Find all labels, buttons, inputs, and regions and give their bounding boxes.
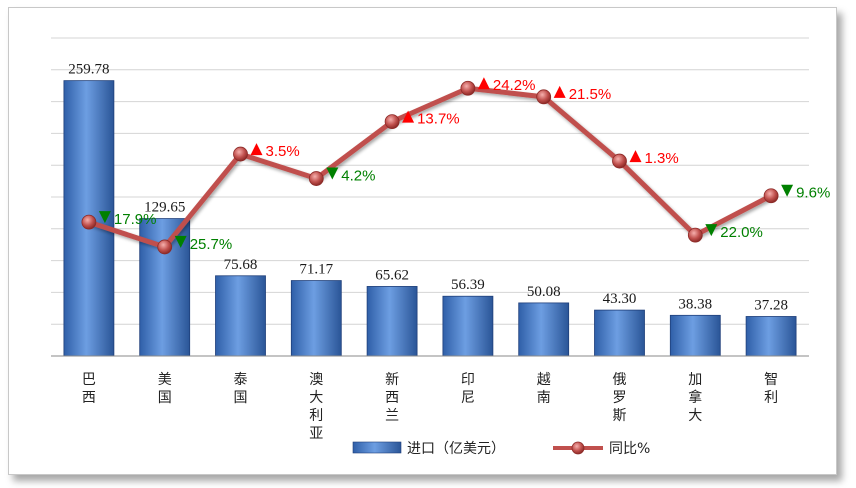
bar-value-label: 38.38: [678, 296, 712, 312]
line-marker: [81, 214, 97, 230]
yoy-value-label: 21.5%: [569, 86, 612, 103]
line-series: [81, 80, 779, 255]
category-label: 加拿大: [688, 372, 702, 424]
up-arrow-icon: [553, 85, 566, 98]
legend-line-label: 同比%: [609, 441, 650, 457]
up-arrow-icon: [250, 143, 263, 156]
combo-chart: 259.78 129.65 75.68 71.17 65.62 56.39 50.08 43.…: [51, 37, 830, 457]
line-marker: [384, 114, 400, 130]
bar-value-label: 65.62: [375, 267, 409, 283]
bar-value-label: 37.28: [754, 297, 788, 313]
yoy-value-label: 9.6%: [796, 185, 830, 202]
yoy-value-label: 4.2%: [341, 168, 375, 185]
yoy-value-label: 22.0%: [720, 224, 763, 241]
legend-line-marker: [571, 441, 585, 455]
line-value-labels: 17.9% 25.7% 3.5% 4.2% 13.7% 24.2% 21.5% 1.3% 22.…: [98, 77, 830, 253]
yoy-value-label: 24.2%: [493, 77, 536, 94]
yoy-value-label: 25.7%: [190, 236, 233, 253]
bar: [745, 316, 797, 357]
category-label: 俄罗斯: [613, 372, 627, 424]
line-marker: [687, 227, 703, 243]
category-label: 智利: [764, 372, 778, 406]
bar: [366, 286, 418, 357]
legend: 进口（亿美元） 同比%: [352, 441, 650, 457]
bar: [518, 302, 570, 357]
line-marker: [460, 80, 476, 96]
bar-value-label: 71.17: [299, 262, 333, 278]
up-arrow-icon: [477, 77, 490, 90]
category-label: 新西兰: [385, 372, 399, 424]
bar: [442, 295, 494, 357]
bar-value-label: 43.30: [603, 291, 637, 307]
yoy-line: [88, 85, 773, 250]
legend-bar-label: 进口（亿美元）: [407, 441, 505, 457]
up-arrow-icon: [402, 110, 415, 123]
legend-bar-swatch: [352, 441, 402, 454]
bar-value-label: 129.65: [144, 200, 185, 216]
category-label: 泰国: [234, 372, 248, 406]
line-marker: [763, 188, 779, 204]
down-arrow-icon: [326, 167, 339, 180]
category-label: 美国: [158, 372, 172, 406]
bar-value-label: 259.78: [68, 62, 109, 78]
bar-value-label: 50.08: [527, 284, 561, 300]
yoy-value-label: 13.7%: [417, 111, 460, 128]
bar: [290, 280, 342, 357]
bar: [669, 314, 721, 357]
bar-value-labels: 259.78 129.65 75.68 71.17 65.62 56.39 50.08 43.…: [68, 62, 788, 314]
down-arrow-icon: [781, 184, 794, 197]
yoy-value-label: 3.5%: [266, 143, 300, 160]
bar-value-label: 56.39: [451, 277, 485, 293]
chart-frame: 259.78 129.65 75.68 71.17 65.62 56.39 50.08 43.…: [8, 7, 837, 475]
line-marker: [612, 153, 627, 169]
down-arrow-icon: [98, 211, 111, 224]
category-label: 越南: [537, 372, 551, 406]
line-marker: [157, 239, 173, 255]
bar-value-label: 75.68: [224, 257, 258, 273]
line-marker: [308, 171, 324, 186]
line-marker: [233, 146, 248, 162]
down-arrow-icon: [174, 235, 187, 248]
yoy-value-label: 17.9%: [114, 211, 157, 228]
category-label: 印尼: [461, 372, 475, 406]
category-labels: 巴西 美国 泰国 澳大利亚 新西兰 印尼 越南 俄罗斯 加拿大 智利: [82, 372, 778, 442]
category-label: 巴西: [82, 372, 96, 406]
category-label: 澳大利亚: [309, 372, 323, 442]
line-marker: [536, 89, 552, 105]
down-arrow-icon: [705, 224, 718, 237]
bar: [215, 275, 266, 357]
up-arrow-icon: [629, 150, 642, 163]
yoy-value-label: 1.3%: [645, 150, 679, 167]
bar: [594, 309, 645, 357]
